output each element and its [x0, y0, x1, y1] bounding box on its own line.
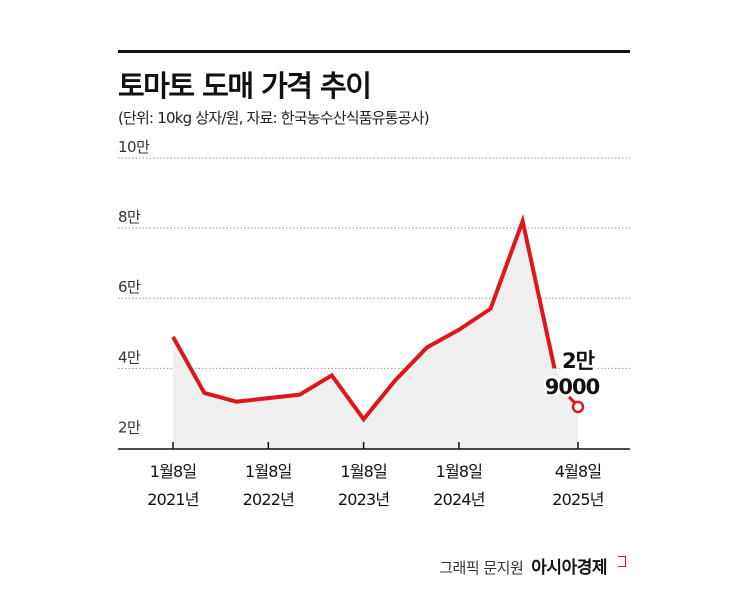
credit: 그래픽 문지원 아시아경제 [439, 553, 626, 578]
axis-labels: 2만 4만 6만 8만 10만 1월8일 2021년 1월8일 2022년 1월8일 2023년 1월… [118, 138, 605, 509]
brand-mark-icon [618, 556, 626, 567]
chart-title: 토마토 도매 가격 추이 [118, 69, 372, 103]
price-area [173, 221, 578, 449]
x-tick-label: 1월8일 [340, 462, 387, 481]
x-tick-label: 1월8일 [436, 462, 483, 481]
graphic-credit: 그래픽 문지원 [439, 559, 524, 577]
y-tick-label: 6만 [118, 278, 141, 296]
end-point-marker [571, 400, 585, 414]
x-ticks [172, 442, 579, 449]
x-tick-year-label: 2022년 [243, 490, 295, 509]
x-tick-year-label: 2023년 [338, 490, 390, 509]
x-tick-year-label: 2025년 [552, 490, 604, 509]
x-tick-year-label: 2024년 [433, 490, 485, 509]
x-tick-label: 4월8일 [555, 462, 602, 481]
x-tick-label: 1월8일 [150, 462, 197, 481]
y-tick-label: 10만 [118, 138, 150, 156]
annotation-line-2: 9000 [545, 375, 600, 399]
x-tick-label: 1월8일 [245, 462, 292, 481]
price-line [171, 213, 557, 423]
y-tick-label: 4만 [118, 348, 141, 366]
y-tick-label: 2만 [118, 418, 141, 436]
data-points [567, 395, 577, 404]
grid-layer [118, 157, 630, 369]
y-tick-label: 8만 [118, 208, 141, 226]
brand-logo: 아시아경제 [531, 558, 607, 578]
chart-subtitle: (단위: 10kg 상자/원, 자료: 한국농수산식품유통공사) [118, 109, 430, 127]
end-tail [567, 395, 577, 404]
top-rule [118, 50, 630, 53]
annotation-line-1: 2만 [562, 349, 595, 373]
x-tick-year-label: 2021년 [147, 490, 199, 509]
